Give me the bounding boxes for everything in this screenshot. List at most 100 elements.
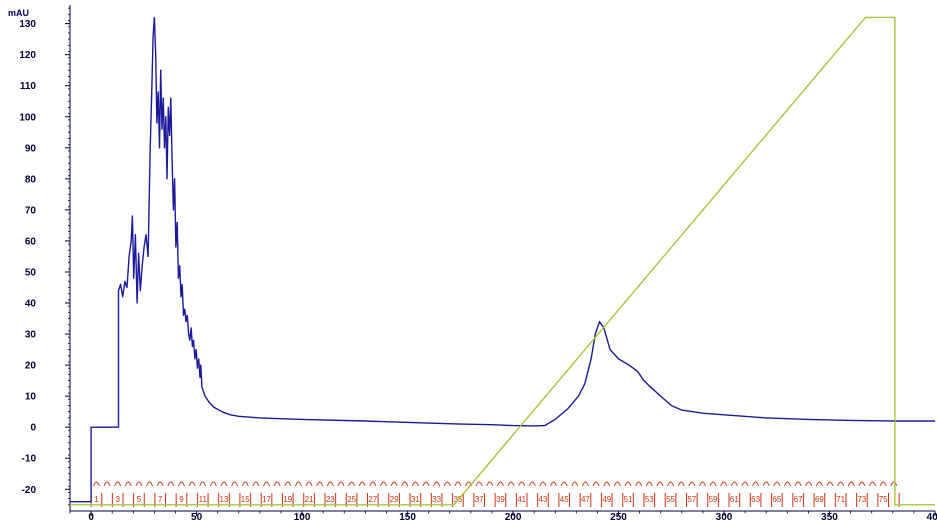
fraction-marker bbox=[273, 481, 281, 487]
x-tick-label: 200 bbox=[505, 512, 522, 521]
fraction-marker bbox=[422, 481, 430, 487]
fraction-marker bbox=[677, 481, 685, 487]
fraction-label: 59 bbox=[709, 495, 718, 504]
fraction-label: 25 bbox=[347, 495, 356, 504]
fraction-marker bbox=[613, 481, 621, 487]
fraction-label: 75 bbox=[879, 495, 888, 504]
fraction-label: 61 bbox=[730, 495, 739, 504]
fraction-marker bbox=[560, 481, 568, 487]
fraction-marker bbox=[475, 481, 483, 487]
fraction-marker bbox=[879, 481, 887, 487]
fraction-label: 7 bbox=[158, 495, 163, 504]
fraction-label: 73 bbox=[857, 495, 866, 504]
fraction-marker bbox=[890, 481, 898, 487]
fraction-label: 5 bbox=[137, 495, 142, 504]
fraction-marker bbox=[486, 481, 494, 487]
fraction-marker bbox=[231, 481, 239, 487]
y-tick-label: 130 bbox=[19, 19, 36, 30]
fraction-marker bbox=[199, 481, 207, 487]
fraction-marker bbox=[316, 481, 324, 487]
x-tick-label: 100 bbox=[294, 512, 311, 521]
fraction-label: 71 bbox=[836, 495, 845, 504]
fraction-marker bbox=[167, 481, 175, 487]
fraction-marker bbox=[433, 481, 441, 487]
fraction-marker bbox=[252, 481, 260, 487]
fraction-marker bbox=[103, 481, 111, 487]
fraction-label: 9 bbox=[179, 495, 184, 504]
fraction-marker bbox=[411, 481, 419, 487]
fraction-label: 15 bbox=[241, 495, 250, 504]
fraction-marker bbox=[401, 481, 409, 487]
fraction-marker bbox=[709, 481, 717, 487]
fraction-label: 67 bbox=[794, 495, 803, 504]
x-tick-label: 400 bbox=[927, 512, 937, 521]
fraction-marker bbox=[348, 481, 356, 487]
fraction-marker bbox=[624, 481, 632, 487]
fraction-marker bbox=[156, 481, 164, 487]
fraction-marker bbox=[358, 481, 366, 487]
fraction-marker bbox=[380, 481, 387, 487]
fraction-label: 29 bbox=[390, 495, 399, 504]
fraction-marker bbox=[369, 481, 377, 487]
fraction-marker bbox=[645, 481, 653, 487]
y-tick-label: -10 bbox=[22, 454, 37, 465]
fraction-label: 63 bbox=[751, 495, 760, 504]
fraction-marker bbox=[592, 481, 600, 487]
axes bbox=[69, 5, 935, 512]
x-tick-label: 300 bbox=[716, 512, 733, 521]
fraction-marker bbox=[847, 481, 855, 487]
fraction-marker bbox=[305, 481, 313, 487]
fraction-marker bbox=[124, 481, 132, 487]
x-tick-label: 50 bbox=[191, 512, 203, 521]
fraction-label: 31 bbox=[411, 495, 420, 504]
fraction-label: 17 bbox=[262, 495, 271, 504]
fraction-label: 37 bbox=[475, 495, 484, 504]
y-tick-label: 40 bbox=[25, 299, 37, 310]
fraction-marker bbox=[752, 481, 760, 487]
y-axis-label: mAU bbox=[8, 8, 29, 18]
fraction-label: 65 bbox=[772, 495, 781, 504]
y-tick-label: 120 bbox=[19, 50, 36, 61]
fraction-marker bbox=[390, 481, 398, 487]
fraction-marker bbox=[518, 481, 526, 487]
fraction-marker bbox=[805, 481, 813, 487]
x-tick-label: 250 bbox=[610, 512, 627, 521]
fraction-label: 11 bbox=[199, 495, 208, 504]
fraction-markers: 1 3 5 7 9 11 13 15 17 19 21 23 25 27 29 31 33 35 37 39 41 43 4… bbox=[90, 481, 900, 507]
y-tick-label: 80 bbox=[25, 174, 37, 185]
fraction-marker bbox=[209, 481, 217, 487]
fraction-marker bbox=[688, 481, 696, 487]
x-tick-label: 0 bbox=[88, 512, 94, 521]
y-tick-label: 110 bbox=[20, 81, 37, 92]
fraction-label: 41 bbox=[517, 495, 526, 504]
fraction-marker bbox=[730, 481, 738, 487]
y-tick-label: 60 bbox=[25, 236, 37, 247]
fraction-marker bbox=[337, 481, 345, 487]
x-tick-label: 350 bbox=[821, 512, 838, 521]
fraction-marker bbox=[326, 481, 334, 487]
fraction-label: 69 bbox=[815, 495, 824, 504]
fraction-marker bbox=[794, 481, 802, 487]
y-tick-label: 50 bbox=[25, 267, 37, 278]
fraction-label: 13 bbox=[220, 495, 229, 504]
fraction-marker bbox=[146, 481, 153, 487]
fraction-label: 21 bbox=[305, 495, 314, 504]
y-tick-label: 90 bbox=[25, 143, 37, 154]
fraction-label: 45 bbox=[560, 495, 569, 504]
fraction-marker bbox=[720, 481, 728, 487]
fraction-marker bbox=[188, 481, 196, 487]
y-tick-label: 100 bbox=[19, 112, 36, 123]
fraction-marker bbox=[741, 481, 749, 487]
fraction-marker bbox=[667, 481, 674, 487]
fraction-marker bbox=[443, 481, 451, 487]
gradient-line bbox=[70, 16, 935, 506]
fraction-label: 49 bbox=[602, 495, 611, 504]
fraction-marker bbox=[92, 481, 100, 487]
fraction-marker bbox=[837, 481, 845, 487]
y-tick-label: 0 bbox=[30, 423, 36, 434]
fraction-marker bbox=[869, 481, 876, 487]
fraction-marker bbox=[263, 481, 270, 487]
fraction-marker bbox=[762, 481, 770, 487]
fraction-label: 27 bbox=[368, 495, 377, 504]
